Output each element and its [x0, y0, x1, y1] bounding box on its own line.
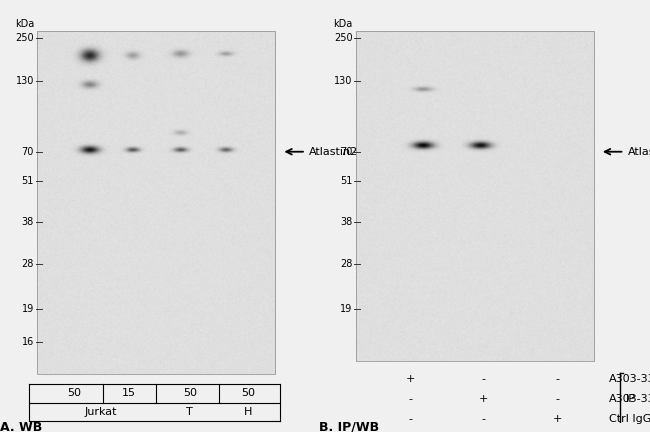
- Bar: [356, 32, 594, 361]
- Text: A303-333A: A303-333A: [609, 394, 650, 404]
- Text: 51: 51: [340, 176, 352, 186]
- Text: 50: 50: [183, 388, 197, 398]
- Text: A303-332A: A303-332A: [609, 375, 650, 384]
- Text: -: -: [409, 414, 413, 424]
- Text: 50: 50: [67, 388, 81, 398]
- Text: 19: 19: [21, 304, 34, 314]
- Text: 51: 51: [21, 176, 34, 186]
- Text: H: H: [244, 407, 252, 417]
- Text: 38: 38: [340, 217, 352, 227]
- Text: 16: 16: [21, 337, 34, 347]
- Text: kDa: kDa: [15, 19, 34, 29]
- Text: 38: 38: [21, 217, 34, 227]
- Text: A. WB: A. WB: [1, 421, 43, 432]
- Text: 28: 28: [21, 259, 34, 269]
- Text: Jurkat: Jurkat: [85, 407, 118, 417]
- Text: Ctrl IgG: Ctrl IgG: [609, 414, 650, 424]
- Text: Atlastin2: Atlastin2: [309, 147, 358, 157]
- Text: -: -: [555, 394, 559, 404]
- Text: 130: 130: [16, 76, 34, 86]
- Text: 130: 130: [334, 76, 352, 86]
- Text: -: -: [482, 414, 486, 424]
- Text: 250: 250: [16, 33, 34, 43]
- Text: T: T: [187, 407, 193, 417]
- Text: -: -: [409, 394, 413, 404]
- Text: -: -: [555, 375, 559, 384]
- Text: 15: 15: [122, 388, 136, 398]
- Text: +: +: [406, 375, 415, 384]
- Text: B. IP/WB: B. IP/WB: [319, 421, 379, 432]
- Text: +: +: [479, 394, 489, 404]
- Text: 28: 28: [340, 259, 352, 269]
- Text: 19: 19: [340, 304, 352, 314]
- Text: kDa: kDa: [333, 19, 352, 29]
- Text: 50: 50: [241, 388, 255, 398]
- Bar: [37, 32, 276, 374]
- Text: +: +: [552, 414, 562, 424]
- Text: 70: 70: [21, 147, 34, 157]
- Text: IP: IP: [626, 394, 636, 404]
- Text: Atlastin2: Atlastin2: [627, 147, 650, 157]
- Text: -: -: [482, 375, 486, 384]
- Text: 70: 70: [340, 147, 352, 157]
- Text: 250: 250: [334, 33, 352, 43]
